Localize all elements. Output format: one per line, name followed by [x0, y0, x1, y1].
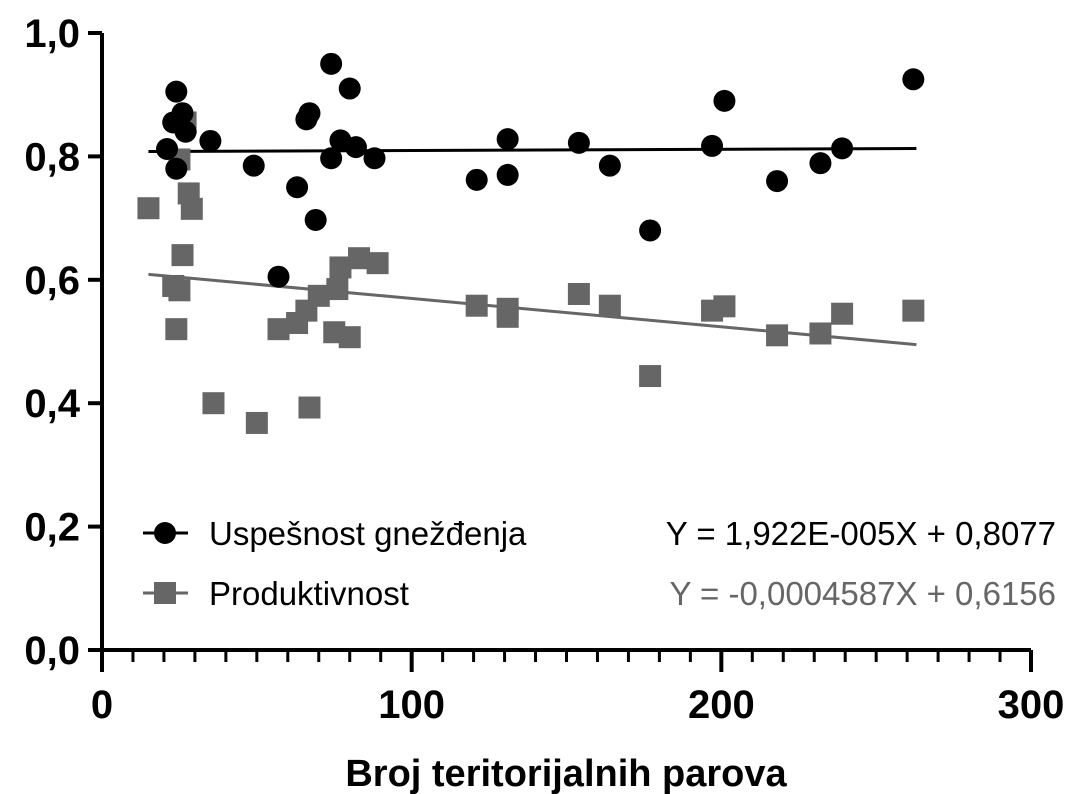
data-point-circle — [598, 154, 621, 177]
data-point-square — [298, 396, 321, 419]
data-point-square — [465, 294, 488, 317]
data-point-circle — [567, 131, 590, 154]
data-point-square — [168, 279, 191, 302]
legend-equation-produktivnost: Y = -0,0004587X + 0,6156 — [669, 575, 1056, 612]
data-point-square — [307, 284, 330, 307]
data-point-circle — [199, 129, 222, 152]
data-point-circle — [338, 77, 361, 100]
data-point-circle — [363, 147, 386, 170]
data-point-square — [496, 305, 519, 328]
y-tick-label: 0,0 — [24, 629, 80, 673]
regression-line-produktivnost — [148, 272, 917, 347]
data-point-square — [809, 322, 832, 345]
legend: Uspešnost gnežđenja Y = 1,922E-005X + 0,… — [143, 515, 1056, 612]
data-point-square — [329, 256, 352, 279]
data-point-circle — [465, 168, 488, 191]
data-point-circle — [496, 163, 519, 186]
y-tick-label: 0,8 — [24, 135, 80, 179]
data-point-square — [639, 365, 662, 388]
data-point-circle — [809, 152, 832, 175]
data-point-square — [137, 197, 160, 220]
data-point-circle — [344, 136, 367, 159]
x-tick-label: 300 — [998, 683, 1065, 727]
data-point-square — [831, 302, 854, 325]
x-axis-title: Broj teritorijalnih parova — [345, 753, 787, 794]
data-point-circle — [831, 137, 854, 160]
data-point-circle — [165, 80, 188, 103]
data-point-square — [366, 252, 389, 275]
data-point-circle — [171, 102, 194, 125]
data-points — [137, 52, 925, 434]
data-point-circle — [701, 134, 724, 157]
data-point-circle — [902, 68, 925, 91]
x-tick-label: 100 — [378, 683, 445, 727]
data-point-circle — [320, 52, 343, 75]
data-point-square — [267, 318, 290, 341]
data-point-circle — [766, 170, 789, 193]
y-tick-label: 1,0 — [24, 12, 80, 56]
legend-entry-produktivnost: Produktivnost Y = -0,0004587X + 0,6156 — [143, 575, 1056, 612]
data-point-square — [902, 299, 925, 322]
data-point-square — [567, 282, 590, 305]
y-tick-label: 0,4 — [24, 382, 80, 426]
data-point-square — [202, 392, 225, 415]
legend-marker-circle — [154, 522, 176, 544]
data-point-circle — [174, 120, 197, 143]
y-tick-label: 0,2 — [24, 506, 80, 550]
data-point-circle — [286, 176, 309, 199]
data-point-square — [338, 326, 361, 349]
data-point-circle — [267, 265, 290, 288]
data-point-circle — [165, 157, 188, 180]
data-point-circle — [713, 89, 736, 112]
data-point-square — [180, 197, 203, 220]
legend-marker-square — [154, 582, 176, 604]
data-point-circle — [242, 154, 265, 177]
y-tick-label: 0,6 — [24, 259, 80, 303]
data-point-circle — [304, 208, 327, 231]
legend-label-produktivnost: Produktivnost — [209, 575, 409, 612]
legend-entry-uspesnost: Uspešnost gnežđenja Y = 1,922E-005X + 0,… — [143, 515, 1056, 552]
legend-label-uspesnost: Uspešnost gnežđenja — [209, 515, 527, 552]
axes: 0,0 0,2 0,4 0,6 0,8 1,0 0 100 200 300 — [24, 12, 1064, 727]
data-point-square — [165, 318, 188, 341]
regression-lines — [148, 147, 917, 347]
data-point-square — [766, 324, 789, 347]
regression-line-uspesnost — [148, 147, 917, 153]
data-point-square — [598, 294, 621, 317]
data-point-circle — [320, 147, 343, 170]
data-point-circle — [156, 137, 179, 160]
data-point-square — [326, 278, 349, 301]
data-point-square — [713, 295, 736, 318]
data-point-square — [171, 244, 194, 267]
x-tick-label: 200 — [688, 683, 755, 727]
x-tick-label: 0 — [91, 683, 113, 727]
data-point-circle — [298, 102, 321, 125]
data-point-circle — [496, 128, 519, 151]
data-point-square — [245, 411, 268, 434]
legend-equation-uspesnost: Y = 1,922E-005X + 0,8077 — [666, 515, 1056, 552]
data-point-circle — [639, 219, 662, 242]
data-point-square — [348, 247, 371, 270]
